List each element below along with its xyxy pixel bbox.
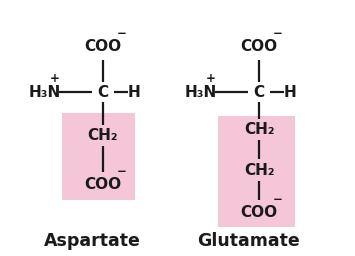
Text: COO: COO [241,39,278,54]
Text: H₃N: H₃N [28,85,61,100]
Text: −: − [116,165,126,178]
Text: −: − [273,193,283,206]
Text: C: C [97,85,109,100]
Text: Aspartate: Aspartate [44,232,141,250]
Text: COO: COO [84,39,121,54]
Text: C: C [253,85,265,100]
Text: CH₂: CH₂ [88,128,118,143]
Text: H₃N: H₃N [185,85,217,100]
Text: +: + [49,72,59,84]
Bar [62,113,135,200]
Text: CH₂: CH₂ [244,163,274,178]
Text: +: + [206,72,215,84]
Text: −: − [273,27,283,40]
Text: −: − [116,27,126,40]
Bar [218,116,295,227]
Text: COO: COO [241,205,278,220]
Text: COO: COO [84,177,121,192]
Text: CH₂: CH₂ [244,122,274,137]
Text: H: H [284,85,297,100]
Text: Glutamate: Glutamate [197,232,300,250]
Text: H: H [128,85,141,100]
